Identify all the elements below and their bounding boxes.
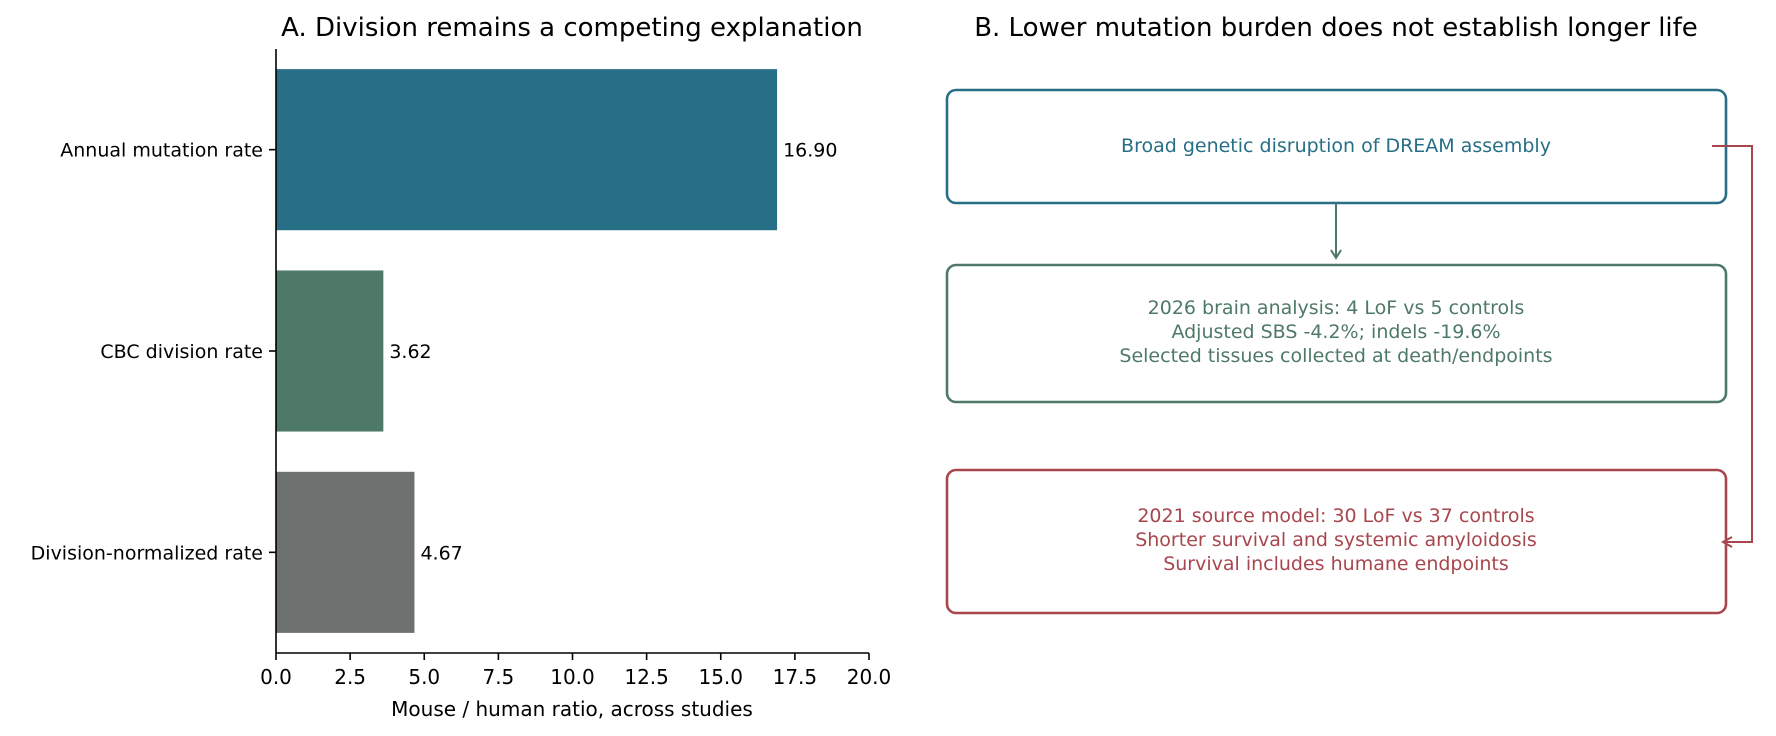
brain-analysis-line-1: 2026 brain analysis: 4 LoF vs 5 controls xyxy=(1148,297,1525,319)
bar-cbc-division-rate xyxy=(276,270,384,432)
x-tick-label: 2.5 xyxy=(334,665,366,689)
x-tick-label: 17.5 xyxy=(773,665,818,689)
x-tick-label: 20.0 xyxy=(847,665,892,689)
y-tick-label: Annual mutation rate xyxy=(60,140,263,162)
x-tick-label: 15.0 xyxy=(698,665,743,689)
bar-value-labels: 16.90 3.62 4.67 xyxy=(389,140,837,565)
x-tick-label: 7.5 xyxy=(482,665,514,689)
source-model-line-3: Survival includes humane endpoints xyxy=(1163,553,1509,575)
brain-analysis-line-2: Adjusted SBS -4.2%; indels -19.6% xyxy=(1171,321,1500,343)
arrow-dream-to-brain xyxy=(1330,203,1342,260)
source-model-line-1: 2021 source model: 30 LoF vs 37 controls xyxy=(1137,505,1534,527)
source-model-line-2: Shorter survival and systemic amyloidosi… xyxy=(1135,529,1537,551)
bar-value-label: 3.62 xyxy=(389,341,431,363)
brain-analysis-line-3: Selected tissues collected at death/endp… xyxy=(1119,345,1552,367)
y-tick-label: Division-normalized rate xyxy=(31,542,263,564)
flow-diagram-panel: B. Lower mutation burden does not establ… xyxy=(945,13,1753,615)
x-tick-label: 0.0 xyxy=(260,665,292,689)
x-tick-label: 10.0 xyxy=(550,665,595,689)
x-tick-label: 12.5 xyxy=(624,665,669,689)
x-axis-label: Mouse / human ratio, across studies xyxy=(391,697,753,721)
brain-analysis-box xyxy=(945,263,1728,404)
bars xyxy=(276,69,778,633)
diagram-title: B. Lower mutation burden does not establ… xyxy=(974,13,1698,43)
y-tick-label: CBC division rate xyxy=(100,341,263,363)
bar-annual-mutation-rate xyxy=(276,69,778,231)
chart-title: A. Division remains a competing explanat… xyxy=(281,13,863,43)
x-tick-label: 5.0 xyxy=(408,665,440,689)
x-axis-ticks: 0.0 2.5 5.0 7.5 10.0 12.5 15.0 17.5 20.0 xyxy=(260,653,891,689)
bar-division-normalized-rate xyxy=(276,471,415,633)
bar-value-label: 16.90 xyxy=(783,140,837,162)
y-axis-ticks: Annual mutation rate CBC division rate Div… xyxy=(31,140,276,564)
bar-value-label: 4.67 xyxy=(420,542,462,564)
arrow-dream-to-source xyxy=(1712,145,1753,548)
bar-chart-panel: A. Division remains a competing explanat… xyxy=(31,13,892,721)
dream-box-text: Broad genetic disruption of DREAM assemb… xyxy=(1121,135,1551,157)
